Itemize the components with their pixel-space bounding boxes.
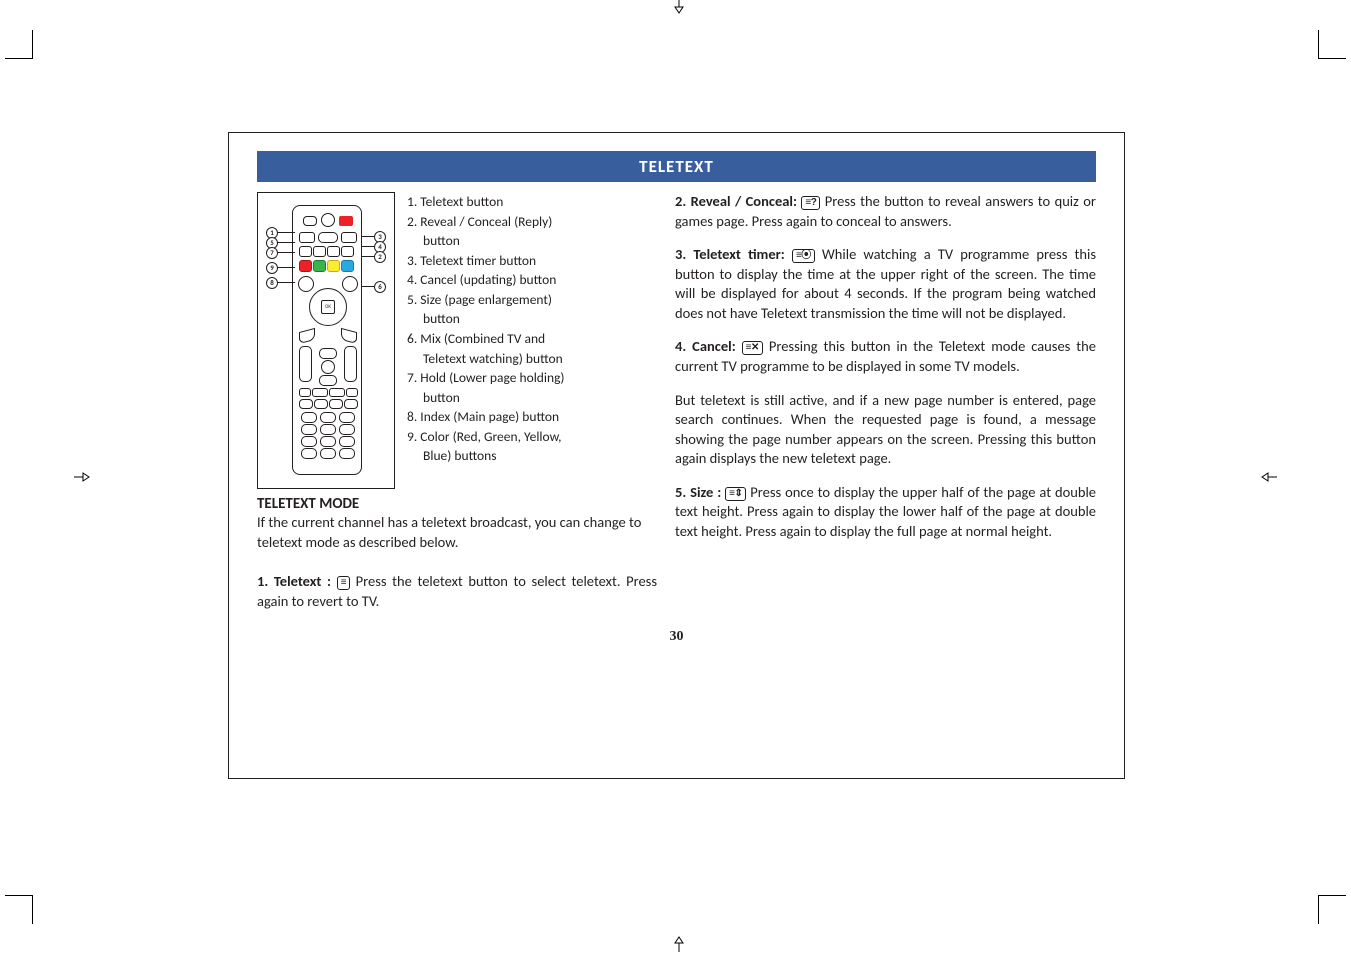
legend-6b: Teletext watching) button — [407, 349, 565, 369]
registration-arrow-left — [74, 470, 92, 488]
crop-mark — [5, 58, 33, 59]
legend-2b: button — [407, 231, 565, 251]
item-5: 5. Size : ≡⇕ Press once to display the u… — [675, 483, 1096, 542]
legend-7b: button — [407, 388, 565, 408]
timer-icon: ≡⦿ — [792, 249, 815, 263]
teletext-item-1: 1. Teletext : ≡ Press the teletext butto… — [257, 572, 657, 611]
crop-mark — [1318, 30, 1319, 58]
item5-lead: 5. Size : — [675, 483, 725, 501]
registration-arrow-bottom — [672, 934, 686, 956]
teletext-mode-body: If the current channel has a teletext br… — [257, 513, 657, 552]
legend-9: 9. Color (Red, Green, Yellow, — [407, 427, 565, 447]
crop-mark — [1318, 58, 1346, 59]
title-bar: TELETEXT — [257, 151, 1096, 182]
crop-mark — [1318, 895, 1346, 896]
teletext-mode-heading: TELETEXT MODE — [257, 495, 657, 513]
cancel-icon: ≡✕ — [742, 341, 763, 355]
legend-6: 6. Mix (Combined TV and — [407, 329, 565, 349]
item1-lead: 1. Teletext : — [257, 572, 337, 590]
item-4: 4. Cancel: ≡✕ Pressing this button in th… — [675, 337, 1096, 376]
legend-7: 7. Hold (Lower page holding) — [407, 368, 565, 388]
registration-arrow-top — [672, 0, 686, 20]
legend-4: 4. Cancel (updating) button — [407, 270, 565, 290]
page-frame: TELETEXT — [228, 132, 1125, 779]
legend-5b: button — [407, 309, 565, 329]
teletext-icon: ≡ — [337, 576, 350, 590]
item3-lead: 3. Teletext timer: — [675, 245, 792, 263]
callout-6: 6 — [374, 281, 386, 293]
remote-diagram: OK — [257, 192, 395, 489]
item4-lead: 4. Cancel: — [675, 337, 742, 355]
item2-lead: 2. Reveal / Conceal: — [675, 192, 801, 210]
item-4-p2: But teletext is still active, and if a n… — [675, 391, 1096, 469]
legend-8: 8. Index (Main page) button — [407, 407, 565, 427]
page-number: 30 — [257, 629, 1096, 645]
callout-9: 9 — [266, 262, 278, 274]
callout-8: 8 — [266, 277, 278, 289]
crop-mark — [32, 896, 33, 924]
legend-9b: Blue) buttons — [407, 446, 565, 466]
crop-mark — [5, 895, 33, 896]
crop-mark — [1318, 896, 1319, 924]
item-3: 3. Teletext timer: ≡⦿ While watching a T… — [675, 245, 1096, 323]
callout-2: 2 — [374, 251, 386, 263]
item-2: 2. Reveal / Conceal: ≡? Press the button… — [675, 192, 1096, 231]
legend-5: 5. Size (page enlargement) — [407, 290, 565, 310]
legend-1: 1. Teletext button — [407, 192, 565, 212]
legend-2: 2. Reveal / Conceal (Reply) — [407, 212, 565, 232]
reveal-icon: ≡? — [801, 196, 820, 210]
legend-list: 1. Teletext button 2. Reveal / Conceal (… — [407, 192, 565, 489]
legend-3: 3. Teletext timer button — [407, 251, 565, 271]
crop-mark — [32, 30, 33, 58]
callout-7: 7 — [266, 247, 278, 259]
registration-arrow-right — [1259, 470, 1277, 488]
size-icon: ≡⇕ — [725, 487, 746, 501]
